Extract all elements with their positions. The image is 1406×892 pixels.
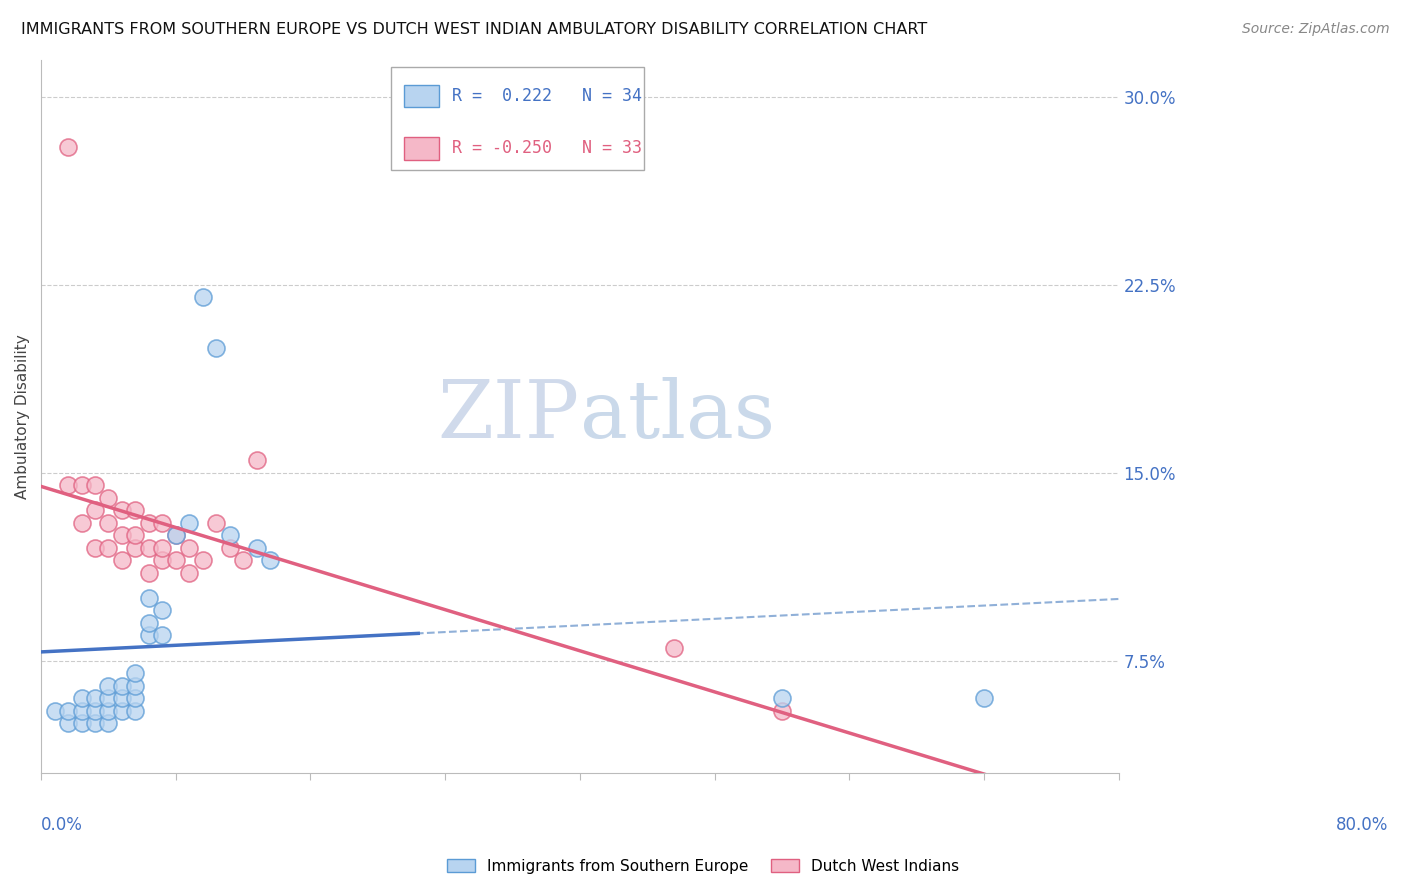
Y-axis label: Ambulatory Disability: Ambulatory Disability [15,334,30,499]
Point [44,704,66,718]
Point [111,553,134,567]
Text: Source: ZipAtlas.com: Source: ZipAtlas.com [1241,22,1389,37]
Point [138,628,160,642]
Point [150,628,173,642]
Point [56,704,79,718]
Point [84,541,107,555]
Point [56,140,79,154]
Text: 0.0%: 0.0% [41,816,83,834]
Point [84,716,107,731]
Point [97,704,120,718]
Point [150,541,173,555]
Point [179,516,201,530]
Point [84,503,107,517]
Text: ZIP: ZIP [437,377,579,456]
Point [770,704,793,718]
Point [179,566,201,580]
Point [111,691,134,706]
Point [56,478,79,492]
Point [770,691,793,706]
Point [124,503,146,517]
Point [70,716,93,731]
Point [205,341,228,355]
Point [111,503,134,517]
Point [205,516,228,530]
Point [138,566,160,580]
Text: R =  0.222   N = 34: R = 0.222 N = 34 [451,87,641,105]
Point [179,541,201,555]
Point [97,516,120,530]
Point [259,553,281,567]
Point [84,704,107,718]
Point [973,691,995,706]
Point [111,528,134,542]
Legend: Immigrants from Southern Europe, Dutch West Indians: Immigrants from Southern Europe, Dutch W… [441,853,965,880]
Point [232,553,254,567]
Point [191,553,214,567]
Text: IMMIGRANTS FROM SOUTHERN EUROPE VS DUTCH WEST INDIAN AMBULATORY DISABILITY CORRE: IMMIGRANTS FROM SOUTHERN EUROPE VS DUTCH… [21,22,928,37]
Point [662,640,685,655]
Point [124,528,146,542]
Point [165,528,187,542]
Point [150,603,173,617]
Point [70,516,93,530]
Point [218,541,240,555]
Text: 80.0%: 80.0% [1336,816,1388,834]
Point [70,691,93,706]
Point [97,679,120,693]
Text: atlas: atlas [579,377,775,456]
Point [97,491,120,505]
Point [150,516,173,530]
Point [84,478,107,492]
Point [165,528,187,542]
Point [97,691,120,706]
Point [138,615,160,630]
Point [97,541,120,555]
Point [124,666,146,681]
Point [111,704,134,718]
Point [124,704,146,718]
Point [97,716,120,731]
Point [84,691,107,706]
FancyBboxPatch shape [404,85,439,107]
Point [124,679,146,693]
Point [246,453,269,467]
Point [218,528,240,542]
Point [191,290,214,304]
Point [56,716,79,731]
FancyBboxPatch shape [391,67,644,170]
Point [124,541,146,555]
Point [138,516,160,530]
Point [111,679,134,693]
Point [246,541,269,555]
Point [150,553,173,567]
Point [124,691,146,706]
Text: R = -0.250   N = 33: R = -0.250 N = 33 [451,139,641,157]
FancyBboxPatch shape [404,136,439,160]
Point [138,591,160,605]
Point [70,478,93,492]
Point [165,553,187,567]
Point [70,704,93,718]
Point [138,541,160,555]
